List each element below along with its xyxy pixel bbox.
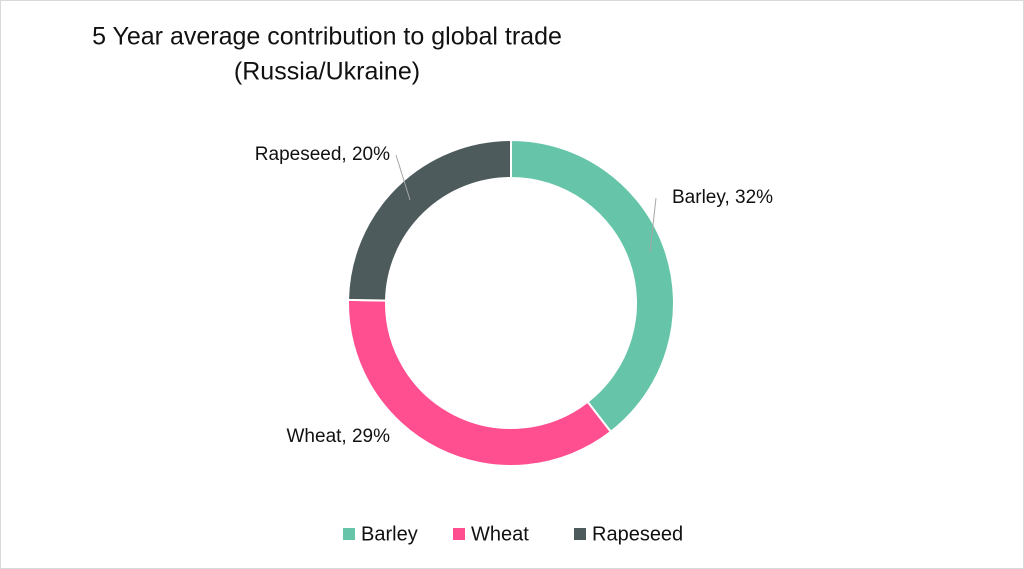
legend-label: Wheat [471,523,529,545]
leader-line [395,154,411,201]
legend-swatch [343,528,355,540]
data-label: Rapeseed, 20% [255,144,390,165]
legend-swatch [453,528,465,540]
legend-swatch [574,528,586,540]
donut-slice [347,138,512,302]
legend-label: Barley [361,523,418,545]
leader-line [649,197,657,253]
legend-label: Rapeseed [592,523,683,545]
chart-subtitle: (Russia/Ukraine) [234,58,420,86]
data-label: Barley, 32% [672,187,773,208]
chart-title: 5 Year average contribution to global tr… [92,23,562,51]
data-label: Wheat, 29% [287,426,391,447]
donut-slice [510,138,675,434]
